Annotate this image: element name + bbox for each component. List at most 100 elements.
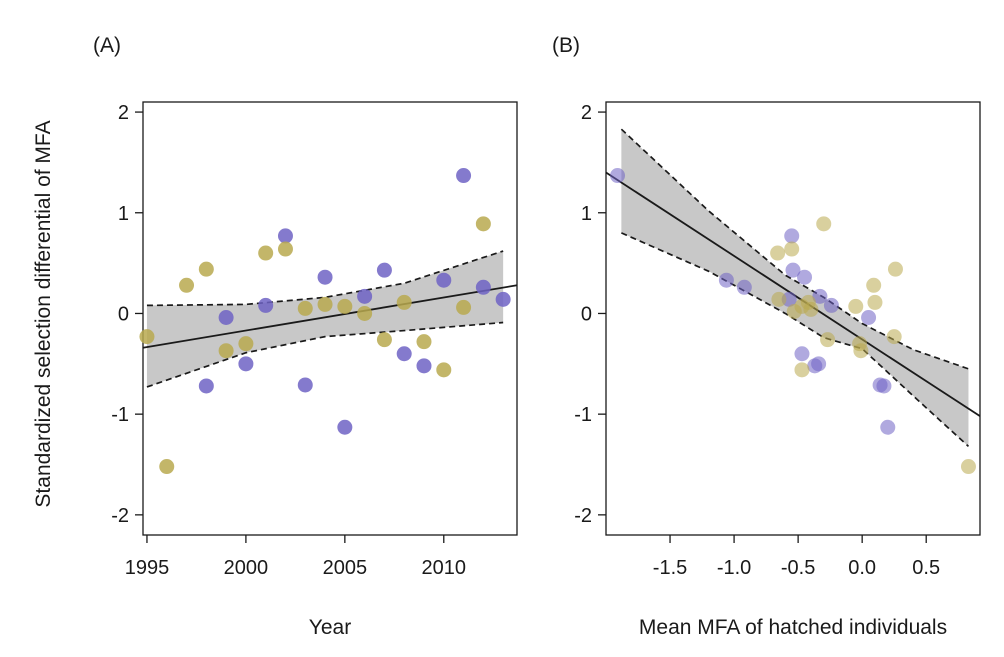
panel-a-regression-line xyxy=(142,284,518,349)
panel-b-point-purple xyxy=(880,419,896,435)
panel-a-point-gold xyxy=(337,298,353,314)
panel-a-point-purple xyxy=(317,269,333,285)
panel-b-point-purple xyxy=(784,228,800,244)
panel-b-point-purple xyxy=(812,288,828,304)
panel-a-point-purple xyxy=(456,168,472,184)
panel-b-point-purple xyxy=(794,346,810,362)
panel-a-points xyxy=(139,168,511,475)
panel-b-y-tick-label: 0 xyxy=(581,303,592,325)
panel-b-point-gold xyxy=(960,459,976,475)
panel-a-ci-lower xyxy=(146,321,504,388)
panel-a-point-purple xyxy=(416,358,432,374)
panel-a-point-purple xyxy=(376,262,392,278)
panel-b-plot-frame xyxy=(605,101,981,536)
panel-a-point-purple xyxy=(258,297,274,313)
panel-a-point-purple xyxy=(198,378,214,394)
panel-b-label: (B) xyxy=(552,34,580,57)
panel-a-y-tick-label: -2 xyxy=(111,505,129,527)
panel-a-point-gold xyxy=(456,299,472,315)
panel-a-point-gold xyxy=(258,245,274,261)
panel-a-point-gold xyxy=(396,294,412,310)
panel-b-ci-fill xyxy=(621,129,969,447)
panel-a-label: (A) xyxy=(93,34,121,57)
panel-a-point-purple xyxy=(238,356,254,372)
panel-b-point-gold xyxy=(794,362,810,378)
panel-b-y-axis: -2 -1 0 1 2 xyxy=(574,102,606,527)
panel-a-point-gold xyxy=(218,343,234,359)
panel-a-point-gold xyxy=(317,296,333,312)
panel-b-ci-lower xyxy=(621,232,970,448)
panel-b-point-gold xyxy=(866,277,882,293)
panel-b-point-gold xyxy=(848,298,864,314)
panel-a-x-axis: 1995 2000 2005 2010 xyxy=(125,535,466,579)
panel-b-point-gold xyxy=(816,216,832,232)
panel-a-point-purple xyxy=(495,291,511,307)
panel-b-x-tick-label: -1.0 xyxy=(717,557,751,579)
panel-a-y-axis: -2 -1 0 1 2 xyxy=(111,102,143,527)
panel-b-confidence-band xyxy=(620,128,970,448)
panel-b-y-tick-label: -1 xyxy=(574,404,592,426)
panel-b-x-tick-label: 0.5 xyxy=(912,557,940,579)
panel-b-point-purple xyxy=(797,269,813,285)
panel-a-x-axis-label: Year xyxy=(309,616,351,639)
panel-b-point-gold xyxy=(820,332,836,348)
panel-a-point-gold xyxy=(179,277,195,293)
panel-a-ci-fill xyxy=(146,251,504,387)
panel-b-point-purple xyxy=(736,279,752,295)
panel-a-y-tick-label: 0 xyxy=(118,303,129,325)
panel-a-confidence-band xyxy=(146,250,504,388)
panel-a-point-purple xyxy=(277,228,293,244)
panel-a-point-gold xyxy=(436,362,452,378)
panel-b-point-gold xyxy=(771,291,787,307)
panel-a-y-tick-label: 2 xyxy=(118,102,129,124)
panel-b-point-purple xyxy=(610,168,626,184)
panel-b-point-gold xyxy=(803,301,819,317)
panel-b-point-gold xyxy=(784,241,800,257)
panel-b-x-tick-label: -1.5 xyxy=(653,557,687,579)
panel-a-fit-line xyxy=(142,284,518,349)
panel-a-point-gold xyxy=(139,329,155,345)
panel-a-point-gold xyxy=(416,334,432,350)
panel-b-x-axis: -1.5 -1.0 -0.5 0.0 0.5 xyxy=(653,535,940,579)
panel-a-y-tick-label: -1 xyxy=(111,404,129,426)
panel-a-y-tick-label: 1 xyxy=(118,203,129,225)
panel-a-point-purple xyxy=(396,346,412,362)
panel-a: (A) 1995 2000 2005 2010 -2 -1 0 1 2 Year xyxy=(93,34,518,639)
panel-a-x-tick-label: 2010 xyxy=(422,557,467,579)
panel-a-point-purple xyxy=(337,419,353,435)
panel-a-point-gold xyxy=(297,300,313,316)
panel-b: (B) -1.5 -1.0 -0.5 0.0 0.5 -2 -1 0 1 2 Mean MFA … xyxy=(552,34,981,639)
panel-b-point-purple xyxy=(861,309,877,325)
panel-a-point-gold xyxy=(198,261,214,277)
shared-y-axis-label: Standardized selection differential of M… xyxy=(32,120,55,507)
panel-b-x-tick-label: -0.5 xyxy=(781,557,815,579)
panel-a-point-gold xyxy=(475,216,491,232)
panel-b-point-purple xyxy=(785,262,801,278)
panel-b-point-gold xyxy=(886,329,902,345)
panel-b-y-tick-label: 1 xyxy=(581,203,592,225)
panel-a-point-gold xyxy=(277,241,293,257)
panel-b-x-tick-label: 0.0 xyxy=(848,557,876,579)
panel-a-point-gold xyxy=(357,305,373,321)
panel-b-point-purple xyxy=(823,297,839,313)
panel-a-point-purple xyxy=(357,288,373,304)
panel-b-y-tick-label: -2 xyxy=(574,505,592,527)
panel-b-point-gold xyxy=(770,245,786,261)
panel-a-point-purple xyxy=(475,279,491,295)
panel-a-point-gold xyxy=(238,336,254,352)
panel-b-points xyxy=(610,168,976,475)
panel-a-point-purple xyxy=(218,309,234,325)
panel-a-point-purple xyxy=(297,377,313,393)
panel-b-y-tick-label: 2 xyxy=(581,102,592,124)
panel-b-point-gold xyxy=(887,261,903,277)
panel-a-ci-upper xyxy=(146,250,504,307)
panel-a-point-gold xyxy=(159,459,175,475)
panel-b-point-gold xyxy=(867,294,883,310)
panel-b-point-purple xyxy=(781,291,797,307)
panel-b-point-gold xyxy=(853,343,869,359)
panel-a-x-tick-label: 2005 xyxy=(323,557,368,579)
panel-a-x-tick-label: 1995 xyxy=(125,557,170,579)
panel-b-point-purple xyxy=(876,378,892,394)
panel-a-plot-frame xyxy=(142,101,518,536)
